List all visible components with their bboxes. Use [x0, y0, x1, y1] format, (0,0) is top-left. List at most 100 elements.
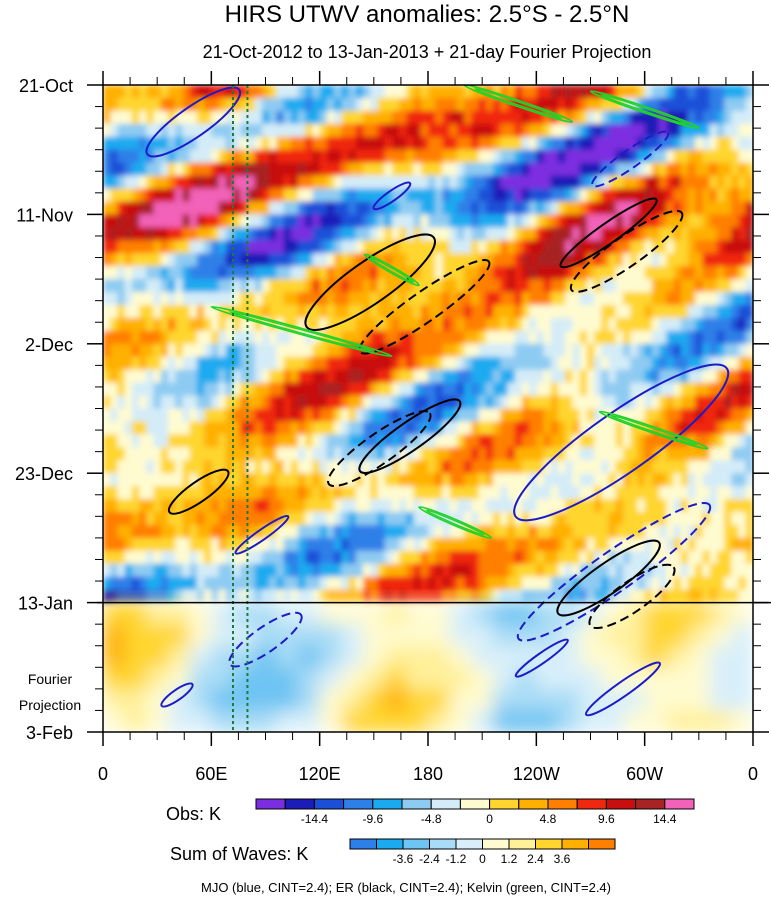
field-cell [348, 162, 357, 177]
projection-cell [406, 602, 429, 626]
field-cell [695, 576, 704, 591]
field-cell [168, 97, 176, 112]
projection-cell [298, 645, 321, 669]
field-cell [666, 304, 675, 319]
field-cell [305, 279, 314, 293]
field-cell [680, 162, 689, 177]
field-cell [233, 240, 241, 254]
field-cell [355, 240, 364, 254]
field-cell [348, 266, 357, 280]
field-cell [449, 395, 458, 410]
field-cell [601, 356, 610, 371]
field-cell [428, 317, 436, 332]
projection-cell [103, 667, 126, 690]
field-cell [695, 369, 704, 384]
field-cell [153, 434, 162, 448]
field-cell [110, 473, 119, 487]
field-cell [637, 447, 646, 461]
field-cell [464, 279, 472, 293]
field-cell [507, 589, 516, 604]
field-cell [644, 499, 653, 513]
field-cell [615, 240, 624, 254]
field-cell [189, 292, 198, 306]
field-cell [319, 460, 328, 474]
projection-cell [276, 688, 299, 712]
field-cell [565, 201, 574, 215]
field-cell [673, 317, 682, 332]
field-cell [702, 188, 711, 203]
field-cell [449, 214, 458, 228]
field-cell [312, 175, 321, 190]
field-cell [471, 408, 480, 423]
field-cell [738, 369, 747, 384]
field-cell [341, 214, 350, 228]
field-cell [464, 292, 472, 306]
projection-cell [709, 602, 733, 626]
field-cell [688, 563, 696, 578]
field-cell [507, 434, 516, 448]
field-cell [543, 486, 552, 500]
field-cell [688, 550, 696, 565]
field-cell [305, 447, 314, 461]
field-cell [536, 266, 545, 280]
field-cell [558, 589, 566, 604]
colorbar-label: 0 [479, 852, 486, 866]
field-cell [637, 266, 646, 280]
field-cell [442, 266, 451, 280]
field-cell [478, 266, 487, 280]
field-cell [283, 304, 292, 319]
field-cell [630, 149, 639, 164]
field-cell [565, 382, 574, 397]
field-cell [391, 279, 400, 293]
field-cell [355, 201, 364, 215]
field-cell [456, 537, 465, 552]
field-cell [724, 356, 732, 371]
field-cell [124, 123, 133, 138]
field-cell [204, 589, 212, 604]
field-cell [608, 576, 617, 591]
field-cell [565, 589, 574, 604]
field-cell [326, 227, 335, 241]
field-cell [110, 343, 119, 358]
field-cell [290, 576, 299, 591]
field-cell [334, 201, 342, 215]
field-cell [139, 524, 147, 539]
field-cell [464, 188, 472, 203]
field-cell [406, 512, 415, 526]
field-cell [594, 369, 602, 384]
kelvin-contour-inner [600, 94, 689, 126]
field-cell [240, 266, 249, 280]
field-cell [110, 576, 119, 591]
field-cell [637, 550, 646, 565]
field-cell [651, 434, 660, 448]
projection-cell [189, 645, 213, 669]
field-cell [377, 537, 386, 552]
colorbar-cell [255, 798, 286, 810]
field-cell [471, 240, 480, 254]
field-cell [543, 563, 552, 578]
field-cell [529, 214, 537, 228]
er-contour [569, 209, 684, 293]
projection-cell [276, 710, 299, 732]
field-cell [442, 136, 451, 151]
field-cell [471, 149, 480, 164]
field-cell [160, 85, 169, 99]
field-cell [363, 576, 371, 591]
projection-cell [666, 667, 689, 690]
field-cell [168, 576, 176, 591]
field-cell [680, 563, 689, 578]
field-cell [586, 279, 595, 293]
field-cell [572, 175, 581, 190]
field-cell [565, 550, 574, 565]
field-cell [290, 136, 299, 151]
field-cell [391, 343, 400, 358]
y-tick-label: 23-Dec [15, 464, 73, 484]
field-cell [738, 395, 747, 410]
field-cell [536, 240, 545, 254]
field-cell [240, 408, 249, 423]
projection-cell [514, 602, 538, 626]
field-cell [586, 537, 595, 552]
field-cell [471, 253, 480, 267]
field-cell [738, 110, 747, 125]
field-cell [550, 395, 559, 410]
